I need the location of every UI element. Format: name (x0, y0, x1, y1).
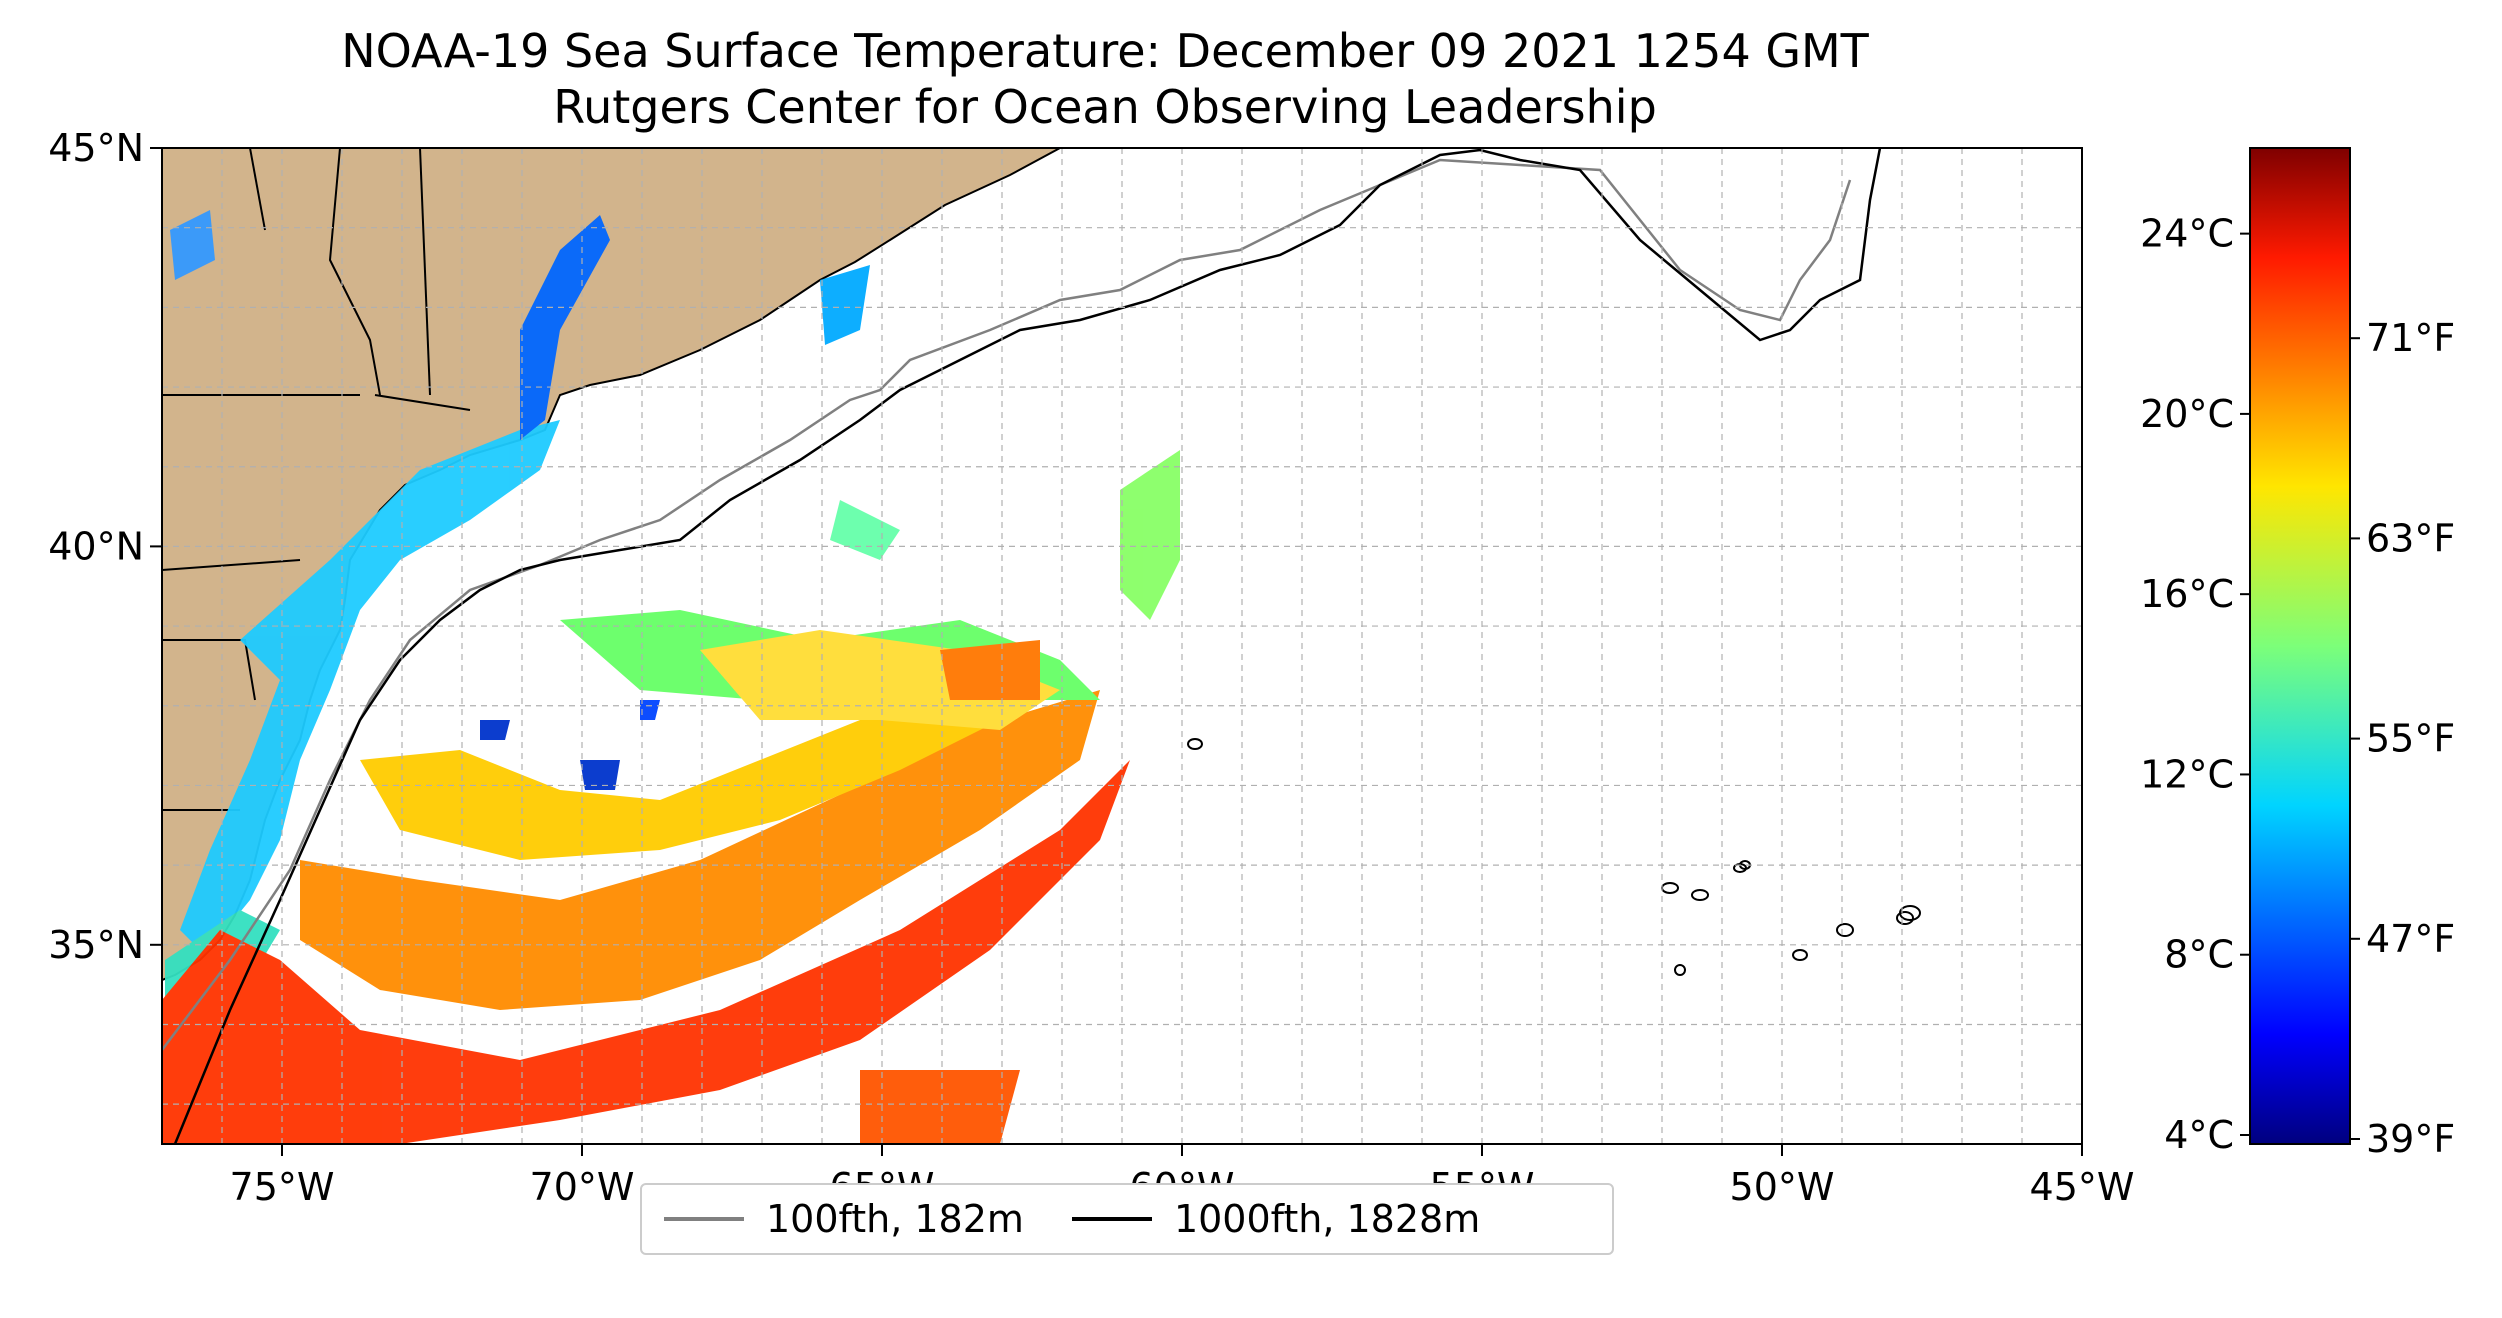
gridlines (162, 148, 2082, 1144)
fahrenheit-tick-label: 55°F (2366, 717, 2455, 761)
fahrenheit-tick-label: 47°F (2366, 917, 2455, 961)
legend-entry-100fth: 100fth, 182m (664, 1197, 1024, 1241)
map-frame (161, 147, 2083, 1145)
colorbar (2249, 147, 2351, 1145)
celsius-tick-label: 24°C (2140, 212, 2234, 256)
lat-tick-label: 35°N (48, 923, 144, 967)
chart-title: NOAA-19 Sea Surface Temperature: Decembe… (341, 24, 1869, 78)
celsius-tick-label: 8°C (2164, 933, 2234, 977)
fahrenheit-tick-label: 63°F (2366, 516, 2455, 560)
colorbar-fahrenheit-ticks: 71°F 63°F 55°F 47°F 39°F (2350, 316, 2455, 1161)
latitude-ticks: 45°N 40°N 35°N (48, 126, 162, 967)
fahrenheit-tick-label: 39°F (2366, 1117, 2455, 1161)
chart-subtitle: Rutgers Center for Ocean Observing Leade… (553, 80, 1657, 134)
celsius-tick-label: 16°C (2140, 572, 2234, 616)
legend-line-gray (664, 1217, 744, 1221)
celsius-tick-label: 20°C (2140, 392, 2234, 436)
legend-line-black (1071, 1217, 1152, 1221)
lon-tick-label: 45°W (2030, 1165, 2135, 1209)
contour-100fth (162, 158, 1852, 1051)
celsius-tick-label: 12°C (2140, 752, 2234, 796)
contour-1000fth (173, 148, 1882, 1144)
seamounts (1187, 738, 1921, 976)
lat-tick-label: 40°N (48, 524, 144, 568)
legend-entry-1000fth: 1000fth, 1828m (1071, 1197, 1481, 1241)
lon-tick-label: 75°W (230, 1165, 335, 1209)
celsius-tick-label: 4°C (2164, 1113, 2234, 1157)
lat-tick-label: 45°N (48, 126, 144, 170)
lon-tick-label: 50°W (1730, 1165, 1835, 1209)
lon-tick-label: 70°W (530, 1165, 635, 1209)
sst-data (162, 210, 1180, 1144)
legend: 100fth, 182m 1000fth, 1828m (640, 1183, 1614, 1255)
legend-label-100fth: 100fth, 182m (766, 1197, 1024, 1241)
fahrenheit-tick-label: 71°F (2366, 316, 2455, 360)
state-borders (162, 148, 471, 811)
colorbar-celsius-ticks: 24°C 20°C 16°C 12°C 8°C 4°C (2140, 212, 2250, 1157)
legend-label-1000fth: 1000fth, 1828m (1173, 1197, 1481, 1241)
